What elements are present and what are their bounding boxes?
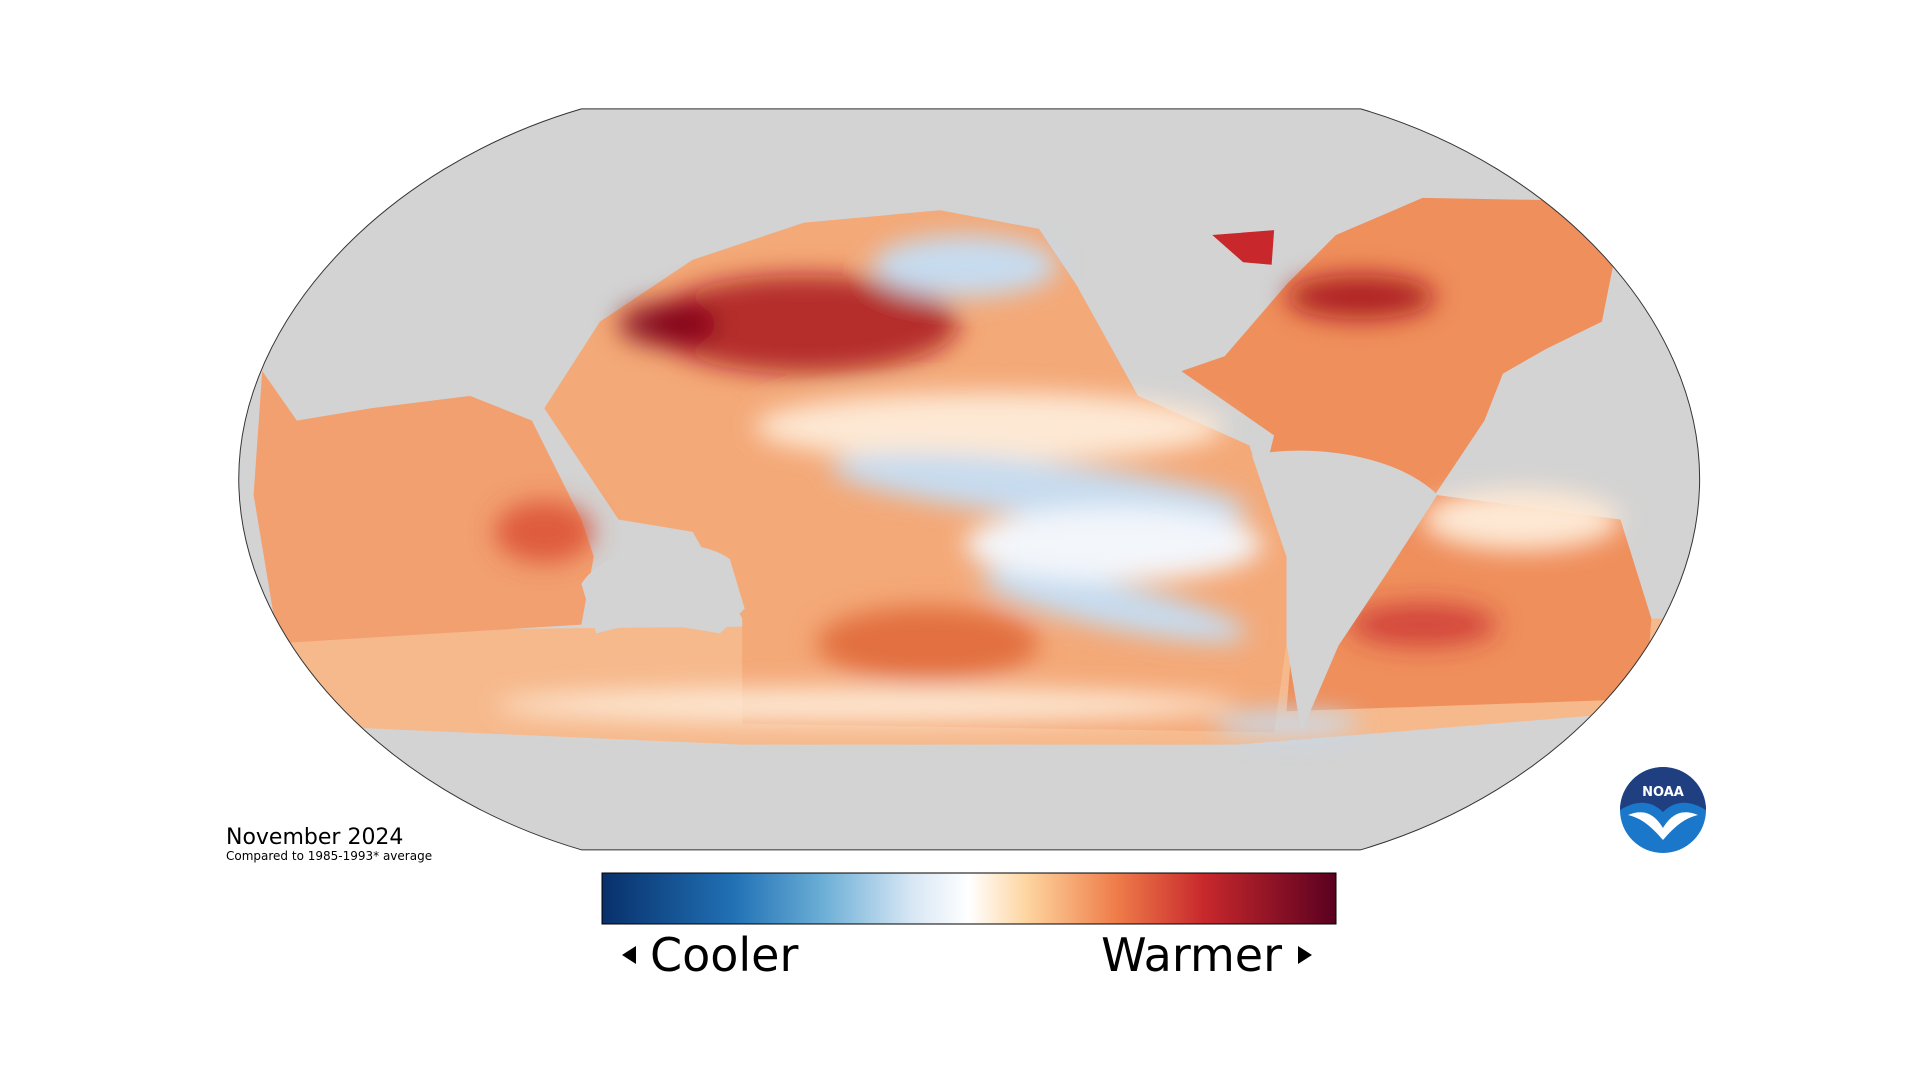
cooler-label: Cooler	[650, 928, 798, 982]
anomaly-patterns	[494, 235, 1621, 737]
color-scale	[601, 872, 1337, 925]
map	[238, 108, 1701, 851]
hudson-bay	[1212, 230, 1275, 265]
noaa-logo: NOAA	[1620, 767, 1706, 853]
map-body	[238, 108, 1700, 850]
warmer-arrow	[1298, 946, 1312, 964]
map-subtitle: Compared to 1985-1993* average	[226, 849, 432, 863]
logo-text: NOAA	[1642, 785, 1684, 800]
map-date: November 2024	[226, 825, 403, 850]
australia	[581, 544, 745, 634]
warmer-label: Warmer	[1101, 928, 1282, 982]
cooler-arrow	[622, 946, 636, 964]
south-america	[1251, 450, 1438, 733]
ocean	[253, 197, 1664, 745]
map-outline	[238, 108, 1701, 851]
